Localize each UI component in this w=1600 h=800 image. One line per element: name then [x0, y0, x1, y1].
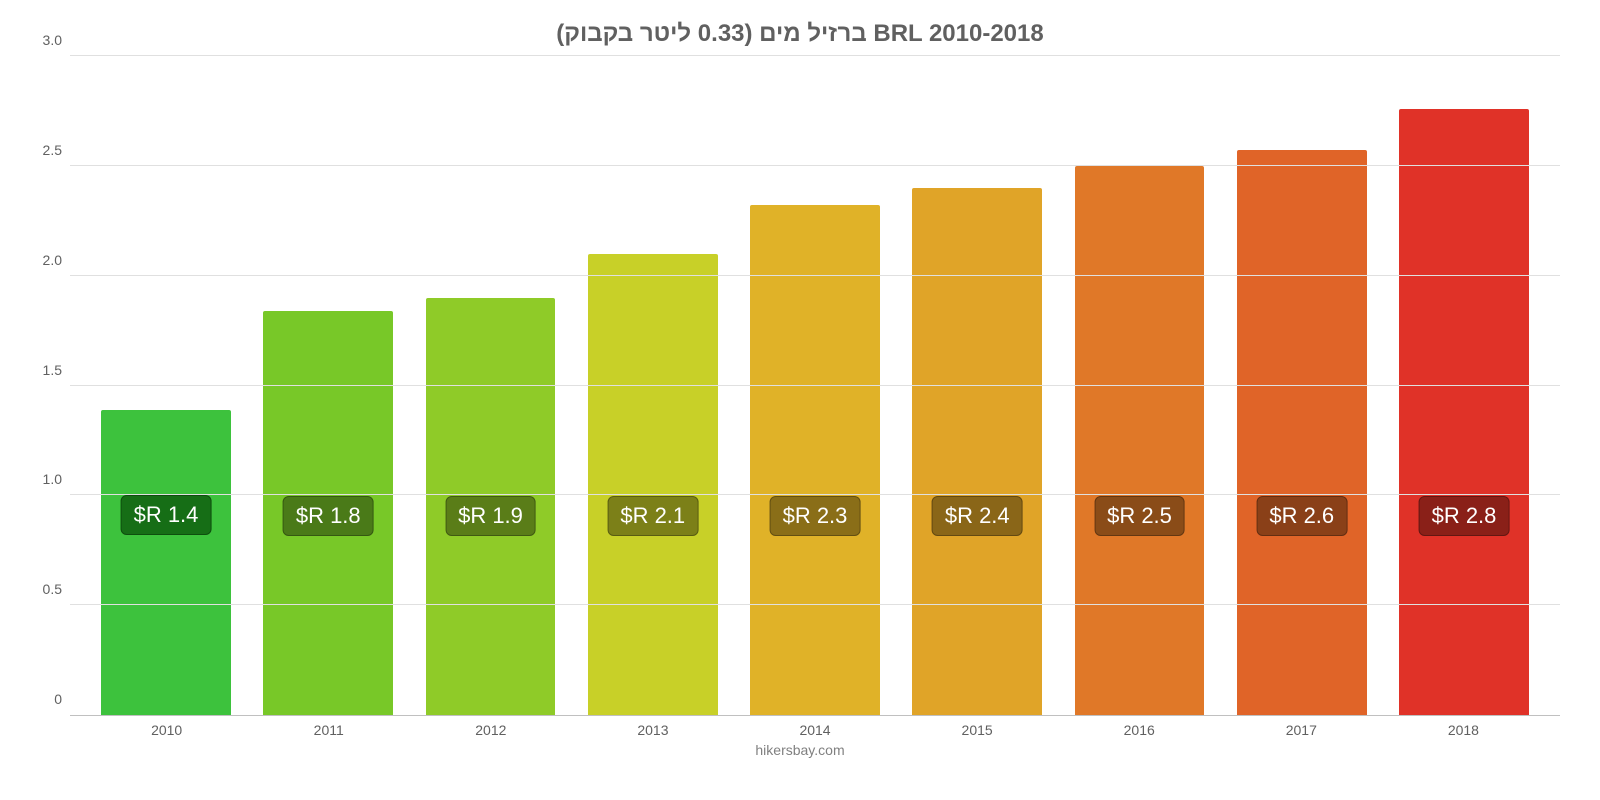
gridline: [70, 385, 1560, 386]
bar-slot: $R 2.8: [1383, 56, 1545, 715]
ytick-label: 1.0: [30, 471, 62, 487]
ytick-label: 3.0: [30, 32, 62, 48]
bar-slot: $R 1.8: [247, 56, 409, 715]
bar-slot: $R 2.4: [896, 56, 1058, 715]
gridline: [70, 275, 1560, 276]
bar: $R 1.8: [263, 311, 393, 715]
bar: $R 2.4: [912, 188, 1042, 715]
xtick-label: 2012: [410, 722, 572, 738]
xtick-label: 2018: [1382, 722, 1544, 738]
chart-container: ברזיל מים (0.33 ליטר בקבוק) BRL 2010-201…: [0, 0, 1600, 800]
value-badge: $R 1.9: [445, 496, 536, 536]
bar: $R 2.3: [750, 205, 880, 715]
value-badge: $R 1.4: [121, 495, 212, 535]
x-axis-labels: 201020112012201320142015201620172018: [70, 722, 1560, 738]
bar: $R 1.9: [426, 298, 556, 715]
bar: $R 2.1: [588, 254, 718, 715]
gridline: [70, 165, 1560, 166]
bar-slot: $R 2.1: [572, 56, 734, 715]
xtick-label: 2015: [896, 722, 1058, 738]
gridline: [70, 604, 1560, 605]
value-badge: $R 2.3: [770, 496, 861, 536]
chart-title: ברזיל מים (0.33 ליטר בקבוק) BRL 2010-201…: [20, 20, 1580, 48]
bar: $R 2.6: [1237, 150, 1367, 715]
value-badge: $R 2.8: [1419, 496, 1510, 536]
bar-slot: $R 2.5: [1058, 56, 1220, 715]
xtick-label: 2017: [1220, 722, 1382, 738]
value-badge: $R 2.5: [1094, 496, 1185, 536]
xtick-label: 2013: [572, 722, 734, 738]
value-badge: $R 2.6: [1256, 496, 1347, 536]
bar-slot: $R 1.4: [85, 56, 247, 715]
value-badge: $R 2.4: [932, 496, 1023, 536]
bar-slot: $R 1.9: [409, 56, 571, 715]
gridline: [70, 55, 1560, 56]
xtick-label: 2010: [86, 722, 248, 738]
ytick-label: 1.5: [30, 362, 62, 378]
ytick-label: 0: [30, 691, 62, 707]
attribution-text: hikersbay.com: [20, 742, 1580, 758]
xtick-label: 2016: [1058, 722, 1220, 738]
gridline: [70, 494, 1560, 495]
bar: $R 2.8: [1399, 109, 1529, 715]
xtick-label: 2014: [734, 722, 896, 738]
bar: $R 1.4: [101, 410, 231, 715]
ytick-label: 2.0: [30, 252, 62, 268]
xtick-label: 2011: [248, 722, 410, 738]
value-badge: $R 2.1: [607, 496, 698, 536]
value-badge: $R 1.8: [283, 496, 374, 536]
ytick-label: 2.5: [30, 142, 62, 158]
bar: $R 2.5: [1075, 166, 1205, 715]
ytick-label: 0.5: [30, 581, 62, 597]
bars-group: $R 1.4 $R 1.8 $R 1.9 $R 2.1 $R 2.3 $R 2.4 $R 2…: [70, 56, 1560, 715]
plot-area: $R 1.4 $R 1.8 $R 1.9 $R 2.1 $R 2.3 $R 2.4 $R 2…: [70, 56, 1560, 716]
bar-slot: $R 2.6: [1221, 56, 1383, 715]
bar-slot: $R 2.3: [734, 56, 896, 715]
